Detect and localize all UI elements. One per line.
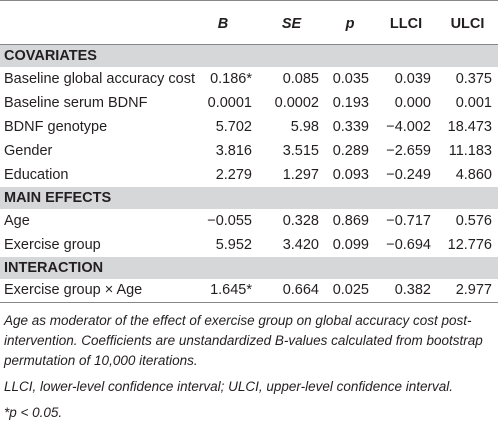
header-row: B SE p LLCI ULCI bbox=[0, 0, 498, 45]
column-header: B bbox=[217, 16, 229, 32]
cell: 0.085 bbox=[282, 70, 319, 87]
data-row: Education 2.279 1.297 0.093 −0.249 4.860 bbox=[0, 163, 498, 187]
cell: 12.776 bbox=[447, 236, 492, 253]
cell: −2.659 bbox=[386, 142, 431, 159]
cell: 3.515 bbox=[282, 142, 319, 159]
cell: 0.093 bbox=[332, 166, 369, 183]
row-label: Gender bbox=[4, 142, 53, 159]
cell: 5.952 bbox=[215, 236, 252, 253]
column-header: LLCI bbox=[389, 16, 423, 32]
cell: 0.869 bbox=[332, 212, 369, 229]
row-label: Baseline serum BDNF bbox=[4, 94, 148, 111]
note: LLCI, lower-level confidence interval; U… bbox=[4, 379, 453, 394]
cell: 0.186* bbox=[210, 70, 252, 87]
table-notes: Age as moderator of the effect of exerci… bbox=[0, 303, 498, 423]
data-row: Age −0.055 0.328 0.869 −0.717 0.576 bbox=[0, 209, 498, 233]
column-header: ULCI bbox=[450, 16, 485, 32]
cell: 0.193 bbox=[332, 94, 369, 111]
data-row: Baseline global accuracy cost 0.186* 0.085… bbox=[0, 67, 498, 91]
cell: 11.183 bbox=[448, 142, 492, 159]
section-title: COVARIATES bbox=[4, 47, 97, 64]
cell: 0.025 bbox=[332, 282, 369, 299]
data-row: Exercise group 5.952 3.420 0.099 −0.694 12.77… bbox=[0, 233, 498, 257]
header-cell bbox=[0, 1, 188, 45]
cell: 4.860 bbox=[455, 166, 492, 183]
cell: 0.339 bbox=[332, 118, 369, 135]
cell: 0.328 bbox=[282, 212, 319, 229]
data-row: Gender 3.816 3.515 0.289 −2.659 11.183 bbox=[0, 139, 498, 163]
cell: 3.816 bbox=[215, 142, 252, 159]
cell: −0.055 bbox=[207, 212, 252, 229]
cell: 0.664 bbox=[282, 282, 319, 299]
section-title: MAIN EFFECTS bbox=[4, 189, 112, 206]
cell: 0.035 bbox=[332, 70, 369, 87]
note: *p < 0.05. bbox=[4, 405, 63, 420]
cell: 0.0002 bbox=[274, 94, 319, 111]
cell: 1.645* bbox=[210, 282, 252, 299]
section-title: INTERACTION bbox=[4, 259, 104, 276]
cell: −0.249 bbox=[386, 166, 431, 183]
cell: 5.98 bbox=[290, 118, 319, 135]
cell: 18.473 bbox=[447, 118, 492, 135]
section-row: MAIN EFFECTS bbox=[0, 186, 498, 209]
cell: 0.001 bbox=[455, 94, 492, 111]
cell: −0.717 bbox=[386, 212, 431, 229]
row-label: Exercise group × Age bbox=[4, 282, 143, 299]
cell: 0.099 bbox=[332, 236, 369, 253]
row-label: Exercise group bbox=[4, 236, 101, 253]
section-row: COVARIATES bbox=[0, 44, 498, 67]
row-label: Age bbox=[4, 212, 30, 229]
cell: 1.297 bbox=[282, 166, 319, 183]
cell: −0.694 bbox=[386, 236, 431, 253]
results-table: B SE p LLCI ULCI COVARIATES Baseline global ac… bbox=[0, 0, 498, 303]
row-label: Education bbox=[4, 166, 69, 183]
data-row: Baseline serum BDNF 0.0001 0.0002 0.193 0.00… bbox=[0, 91, 498, 115]
column-header: SE bbox=[281, 16, 302, 32]
cell: 0.039 bbox=[394, 70, 431, 87]
cell: 0.382 bbox=[394, 282, 431, 299]
cell: 2.977 bbox=[455, 282, 492, 299]
section-row: INTERACTION bbox=[0, 256, 498, 279]
row-label: Baseline global accuracy cost bbox=[4, 70, 196, 87]
cell: 0.576 bbox=[455, 212, 492, 229]
cell: 0.0001 bbox=[207, 94, 252, 111]
cell: 0.289 bbox=[332, 142, 369, 159]
cell: −4.002 bbox=[386, 118, 431, 135]
cell: 0.000 bbox=[394, 94, 431, 111]
data-row: BDNF genotype 5.702 5.98 0.339 −4.002 18.473 bbox=[0, 115, 498, 139]
cell: 2.279 bbox=[215, 166, 252, 183]
cell: 5.702 bbox=[215, 118, 252, 135]
data-row: Exercise group × Age 1.645* 0.664 0.025 0.38… bbox=[0, 279, 498, 303]
row-label: BDNF genotype bbox=[4, 118, 108, 135]
cell: 3.420 bbox=[282, 236, 319, 253]
cell: 0.375 bbox=[455, 70, 492, 87]
note: Age as moderator of the effect of exerci… bbox=[4, 313, 483, 368]
column-header: p bbox=[345, 16, 355, 32]
